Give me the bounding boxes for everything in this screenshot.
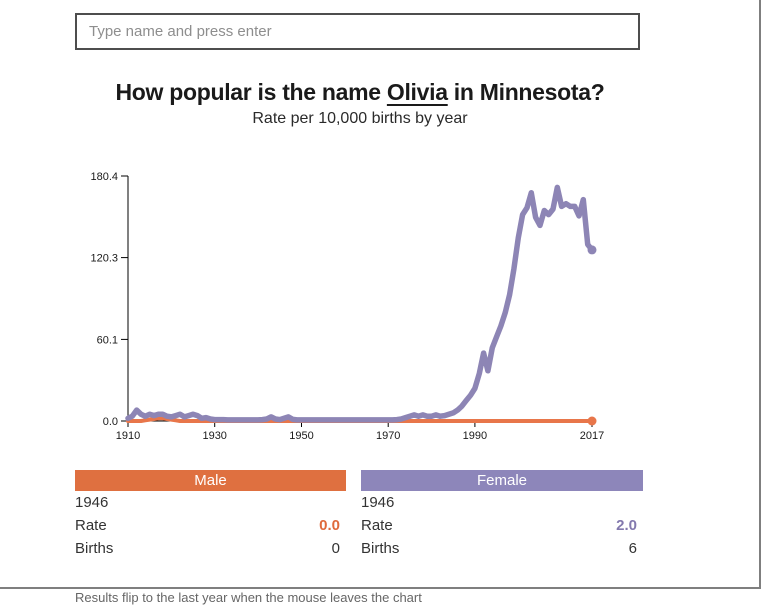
- search-input[interactable]: [75, 13, 640, 50]
- female-births-label: Births: [361, 540, 400, 557]
- male-rate-row: Rate 0.0: [75, 514, 346, 537]
- title-suffix: in Minnesota?: [447, 79, 605, 105]
- svg-text:1910: 1910: [116, 430, 140, 442]
- female-line: [125, 184, 595, 423]
- svg-text:2017: 2017: [580, 430, 604, 442]
- svg-text:180.4: 180.4: [90, 171, 118, 183]
- female-card: Female 1946 Rate 2.0 Births 6: [361, 470, 643, 560]
- footnote-text: Results flip to the last year when the m…: [75, 590, 422, 605]
- male-card-header: Male: [75, 470, 346, 491]
- male-births-value: 0: [331, 540, 340, 557]
- male-end-dot: [587, 416, 597, 426]
- female-year: 1946: [361, 494, 395, 511]
- svg-text:120.3: 120.3: [90, 253, 118, 265]
- app-window: How popular is the name Olivia in Minnes…: [0, 0, 761, 589]
- male-year: 1946: [75, 494, 109, 511]
- chart-subtitle: Rate per 10,000 births by year: [252, 110, 468, 127]
- female-card-header: Female: [361, 470, 643, 491]
- male-births-label: Births: [75, 540, 114, 557]
- svg-text:0.0: 0.0: [103, 416, 118, 428]
- svg-text:1970: 1970: [376, 430, 400, 442]
- male-births-row: Births 0: [75, 537, 346, 560]
- svg-text:1950: 1950: [289, 430, 313, 442]
- female-births-value: 6: [628, 540, 637, 557]
- female-rate-row: Rate 2.0: [361, 514, 643, 537]
- title-prefix: How popular is the name: [115, 79, 387, 105]
- male-year-row: 1946: [75, 491, 346, 514]
- male-rate-value: 0.0: [319, 517, 340, 534]
- female-rate-value: 2.0: [616, 517, 637, 534]
- female-rate-label: Rate: [361, 517, 393, 534]
- female-year-row: 1946: [361, 491, 643, 514]
- page-title: How popular is the name Olivia in Minnes…: [75, 79, 645, 106]
- svg-text:1990: 1990: [463, 430, 487, 442]
- female-end-dot: [587, 245, 597, 255]
- male-card: Male 1946 Rate 0.0 Births 0: [75, 470, 346, 560]
- searched-name: Olivia: [386, 79, 448, 105]
- svg-text:60.1: 60.1: [97, 334, 118, 346]
- rate-chart[interactable]: 0.0 60.1 120.3 180.4 1910 1930 1950 1970 1990 201…: [75, 160, 620, 455]
- svg-text:1930: 1930: [202, 430, 226, 442]
- male-rate-label: Rate: [75, 517, 107, 534]
- female-births-row: Births 6: [361, 537, 643, 560]
